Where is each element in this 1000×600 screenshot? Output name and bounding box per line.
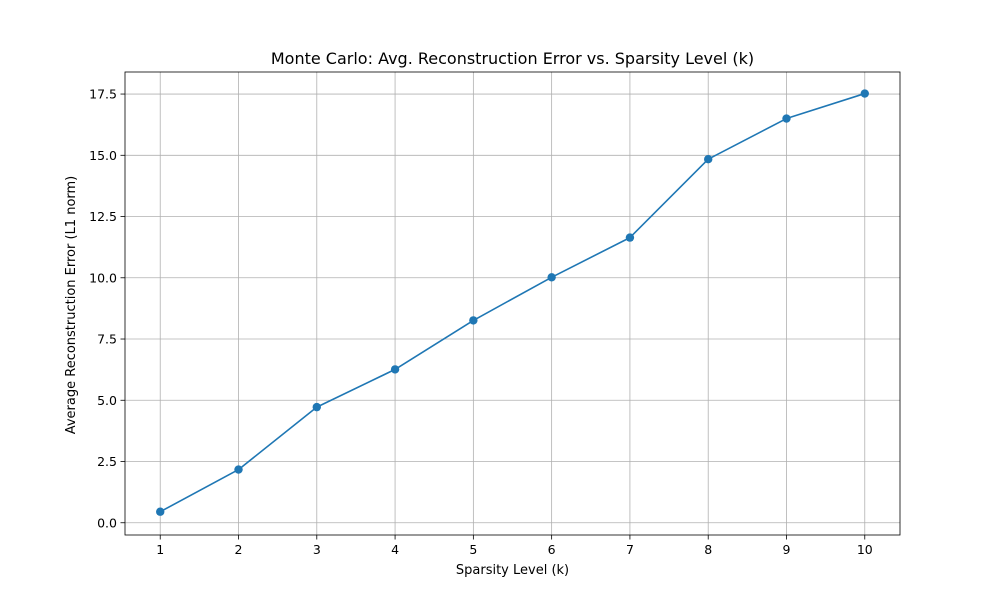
data-point (156, 507, 165, 516)
data-point (860, 89, 869, 98)
x-tick-label: 2 (235, 542, 243, 557)
series-markers (156, 89, 869, 516)
axes (124, 71, 901, 536)
x-tick-label: 3 (313, 542, 321, 557)
x-axis-label: Sparsity Level (k) (456, 563, 569, 578)
plot-frame (124, 71, 901, 536)
y-tick-label: 10.0 (89, 270, 117, 285)
data-point (469, 316, 478, 325)
x-tick-label: 9 (783, 542, 791, 557)
grid (125, 72, 900, 535)
y-tick-label: 2.5 (97, 454, 117, 469)
y-tick-label: 0.0 (97, 515, 117, 530)
x-tick-label: 10 (857, 542, 873, 557)
chart-title: Monte Carlo: Avg. Reconstruction Error v… (271, 49, 754, 68)
data-point (390, 365, 400, 374)
x-tick-label: 6 (548, 542, 556, 557)
x-tick-label: 1 (156, 542, 164, 557)
y-tick-label: 7.5 (97, 332, 117, 347)
y-tick-label: 5.0 (97, 393, 117, 408)
data-point (234, 465, 243, 474)
data-point (312, 402, 321, 412)
data-point (547, 273, 556, 282)
data-point (704, 155, 713, 164)
x-tick-label: 4 (391, 542, 399, 557)
y-tick-label: 12.5 (89, 209, 117, 224)
x-tick-label: 8 (704, 542, 712, 557)
data-point (625, 233, 635, 242)
y-tick-label: 17.5 (89, 87, 117, 102)
ticks: 1 2 3 4 5 6 7 8 9 10 0.0 2.5 5.0 7.5 10.0 12.5 15.0 17.5 (89, 87, 873, 557)
series-line-layer (159, 92, 866, 513)
y-tick-label: 15.0 (89, 148, 117, 163)
data-point (782, 114, 791, 123)
x-tick-label: 7 (626, 542, 634, 557)
series-line (159, 92, 866, 513)
x-tick-label: 5 (469, 542, 477, 557)
y-axis-label: Average Reconstruction Error (L1 norm) (64, 176, 79, 435)
